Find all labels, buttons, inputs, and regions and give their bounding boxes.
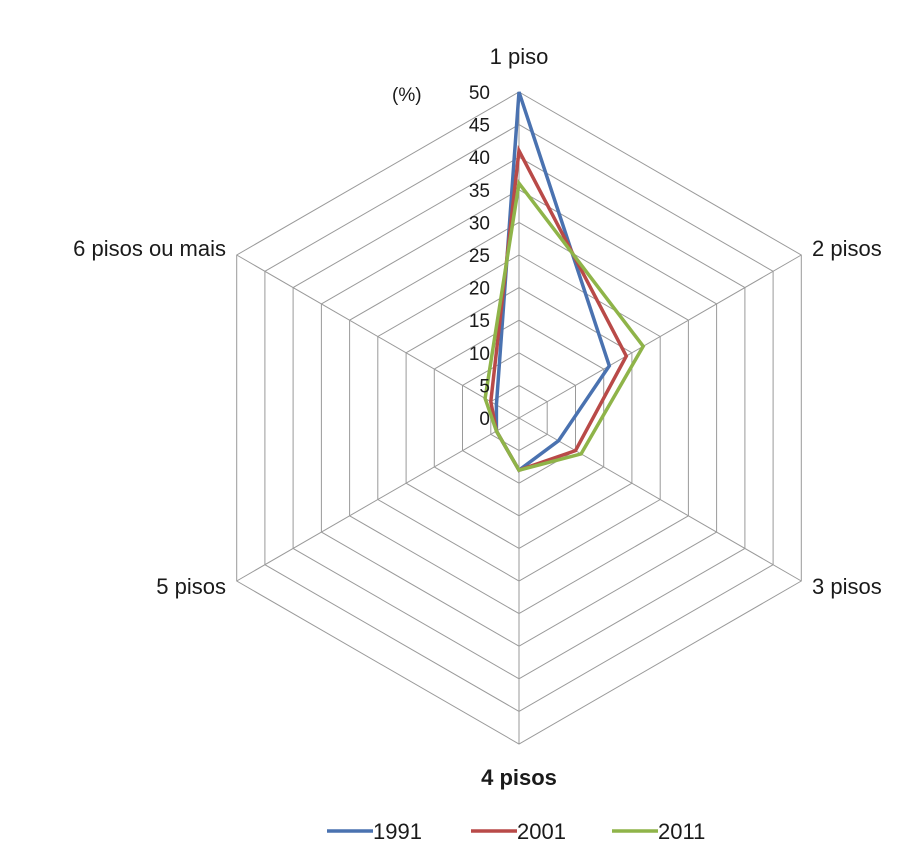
- category-label: 3 pisos: [812, 574, 882, 599]
- radar-series: [483, 91, 646, 473]
- tick-label: 35: [469, 181, 490, 202]
- radar-labels: (%) 0 5 10 15 20 25 30 35 40 45 501 piso 2 pisos 3 p…: [73, 44, 882, 790]
- series-2011: [483, 178, 646, 473]
- tick-label: 40: [469, 148, 490, 169]
- tick-label: 15: [469, 311, 490, 332]
- radar-grid: [236, 91, 802, 745]
- category-label: 6 pisos ou mais: [73, 236, 226, 261]
- category-label: 1 piso: [490, 44, 549, 69]
- tick-label: 0: [479, 409, 490, 430]
- tick-label: 5: [479, 376, 490, 397]
- category-label: 4 pisos: [481, 765, 557, 790]
- tick-label: 50: [469, 83, 490, 104]
- tick-label: 45: [469, 116, 490, 137]
- grid-spoke: [236, 417, 520, 582]
- tick-label: 30: [469, 213, 490, 234]
- category-label: 5 pisos: [156, 574, 226, 599]
- legend-label: 2011: [658, 819, 705, 844]
- tick-label: 20: [469, 279, 490, 300]
- tick-label: 10: [469, 344, 490, 365]
- tick-label: 25: [469, 246, 490, 267]
- legend: 1991 2001 2011: [327, 819, 705, 844]
- grid-spoke: [518, 417, 802, 582]
- legend-label: 2001: [517, 819, 566, 844]
- legend-label: 1991: [373, 819, 422, 844]
- grid-spoke: [518, 254, 802, 419]
- grid-spoke: [236, 254, 520, 419]
- unit-label: (%): [392, 85, 422, 106]
- category-label: 2 pisos: [812, 236, 882, 261]
